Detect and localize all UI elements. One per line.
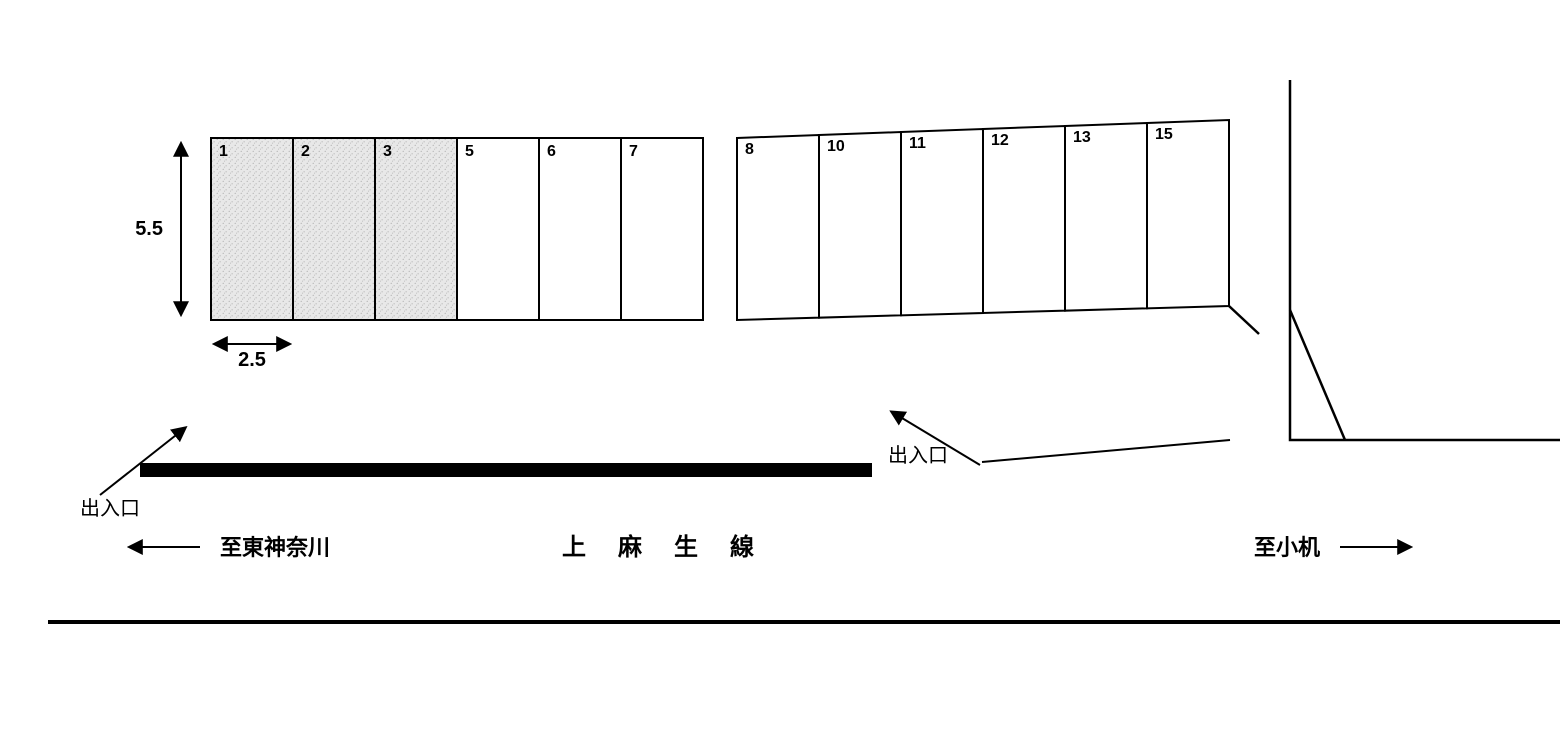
entrance-arrow-icon [100,428,185,495]
parking-slot [901,129,983,315]
dimension-height-label: 5.5 [135,218,163,240]
road-name: 上 麻 生 線 [562,533,758,561]
slot-number: 13 [1073,129,1091,146]
lane-edge-line [982,440,1230,462]
direction-right-label: 至小机 [1254,535,1320,560]
parking-slot [293,138,375,320]
slot-number: 10 [827,138,845,155]
slot-number: 7 [629,143,638,160]
entrance-right-label: 出入口 [888,444,948,467]
parking-slot [983,126,1065,313]
slot-number: 3 [383,143,392,160]
boundary-line [1290,310,1560,440]
slot-number: 1 [219,143,228,160]
slot-number: 11 [909,135,926,152]
slot-number: 15 [1155,126,1173,143]
parking-slot [375,138,457,320]
parking-slot [211,138,293,320]
entrance-left-label: 出入口 [80,497,140,520]
slot-number: 5 [465,143,474,160]
parking-slot [737,135,819,320]
parking-slot [457,138,539,320]
parking-slot [1065,123,1147,311]
slot-number: 8 [745,141,754,158]
parking-slot [819,132,901,318]
slot-number: 12 [991,132,1009,149]
parking-slot [539,138,621,320]
slot-number: 6 [547,143,556,160]
parking-lot-diagram: 123567810111213155.52.5出入口出入口至東神奈川上 麻 生 … [0,0,1560,738]
dimension-width-label: 2.5 [238,349,266,371]
slot-number: 2 [301,143,310,160]
direction-left-label: 至東神奈川 [220,535,330,560]
boundary-line [1229,306,1259,334]
boundary-line [1290,310,1345,440]
parking-slot [621,138,703,320]
parking-slot [1147,120,1229,308]
